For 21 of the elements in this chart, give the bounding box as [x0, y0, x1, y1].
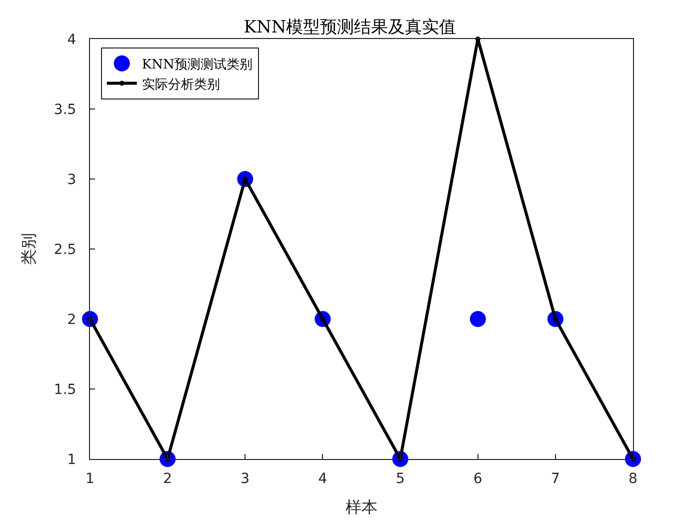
x-tick-label: 4	[318, 470, 328, 487]
legend-label: 实际分析类别	[142, 77, 220, 92]
y-axis-title: 类别	[18, 233, 38, 265]
y-tick-label: 2	[67, 312, 76, 328]
y-tick-label: 2.5	[54, 242, 76, 258]
x-tick-label: 6	[473, 470, 482, 487]
y-tick-label: 3	[67, 172, 76, 188]
y-tick-label: 3.5	[54, 102, 76, 118]
y-tick-label: 4	[67, 32, 76, 48]
y-tick-label: 1.5	[54, 382, 76, 398]
legend-label: KNN预测测试类别	[142, 57, 252, 72]
x-tick-label: 7	[550, 470, 560, 487]
x-tick-label: 2	[163, 470, 172, 487]
x-tick-label: 8	[628, 470, 638, 487]
chart-title: KNN模型预测结果及真实值	[244, 17, 456, 38]
x-tick-label: 1	[86, 470, 94, 487]
x-tick-label: 5	[396, 470, 405, 487]
point	[470, 311, 486, 327]
x-axis-title: 样本	[346, 498, 378, 516]
x-tick-label: 3	[240, 470, 250, 487]
y-tick-label: 1	[67, 452, 76, 468]
